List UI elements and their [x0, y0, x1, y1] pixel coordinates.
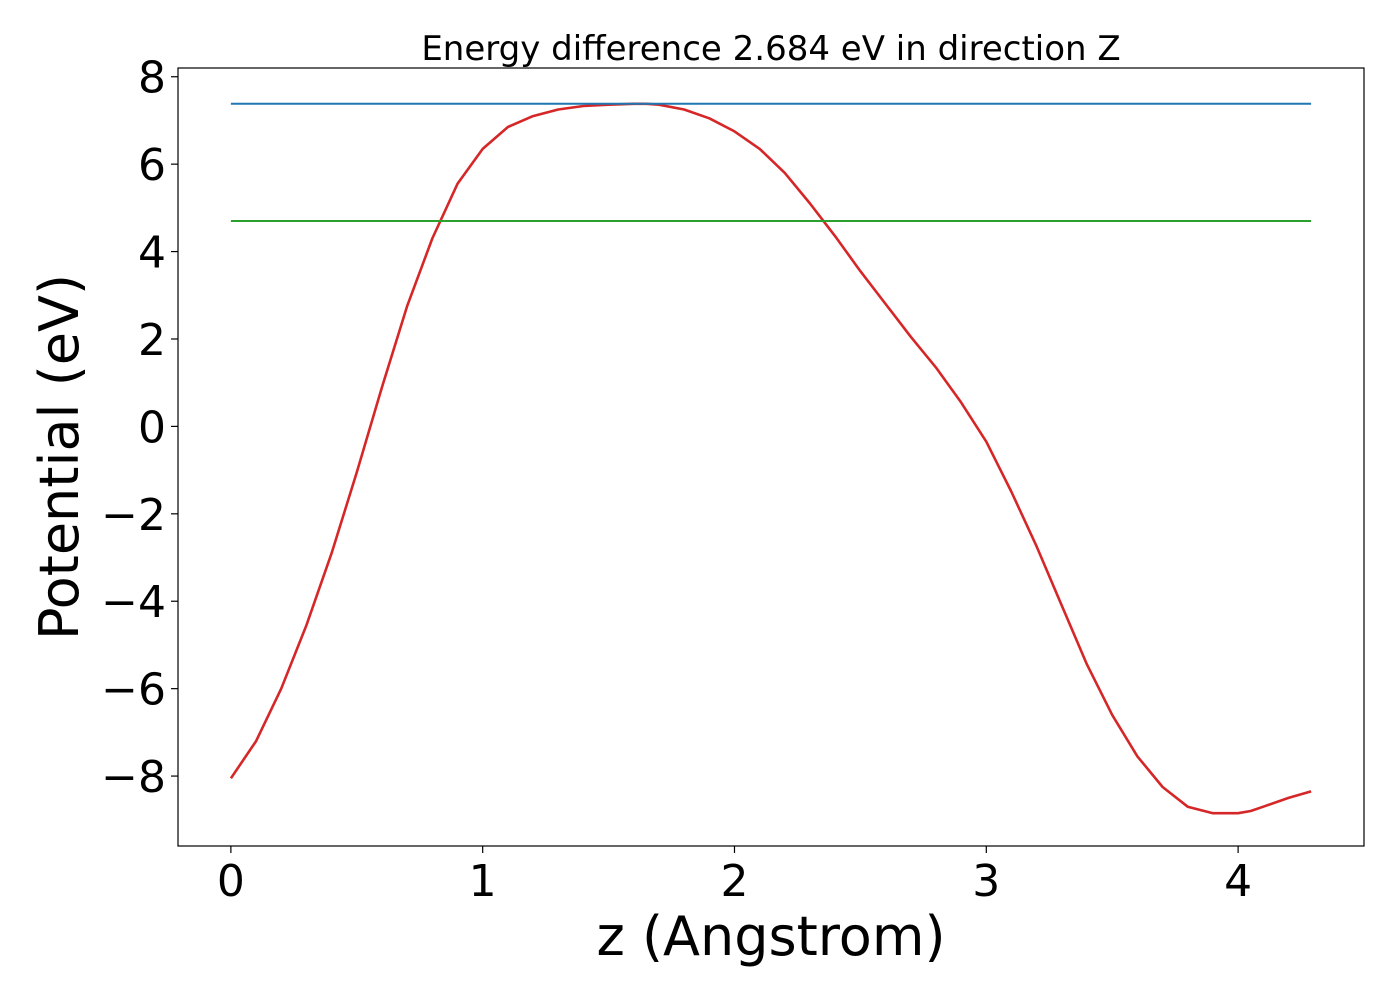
- y-tick-label: 0: [138, 402, 166, 453]
- y-tick-label: −2: [101, 490, 166, 541]
- chart-title: Energy difference 2.684 eV in direction …: [421, 29, 1120, 69]
- x-tick-label: 4: [1224, 856, 1252, 907]
- x-ticks: 0 1 2 3 4: [217, 846, 1252, 907]
- x-axis-label: z (Angstrom): [596, 905, 945, 968]
- x-tick-label: 0: [217, 856, 245, 907]
- y-tick-label: 2: [138, 315, 166, 366]
- y-tick-label: −4: [101, 577, 166, 628]
- y-tick-label: 8: [138, 53, 166, 104]
- x-tick-label: 2: [720, 856, 748, 907]
- y-tick-label: 6: [138, 140, 166, 191]
- y-axis-label: Potential (eV): [28, 274, 91, 640]
- series-line-0: [229, 102, 1312, 815]
- y-tick-label: 4: [138, 228, 166, 279]
- axes-frame: [177, 67, 1365, 847]
- y-tick-label: −6: [101, 665, 166, 716]
- x-tick-label: 3: [972, 856, 1000, 907]
- y-tick-label: −8: [101, 752, 166, 803]
- x-tick-label: 1: [469, 856, 497, 907]
- plot-lines: [229, 102, 1312, 815]
- y-ticks: −8 −6 −4 −2 0 2 4 6 8: [101, 53, 178, 803]
